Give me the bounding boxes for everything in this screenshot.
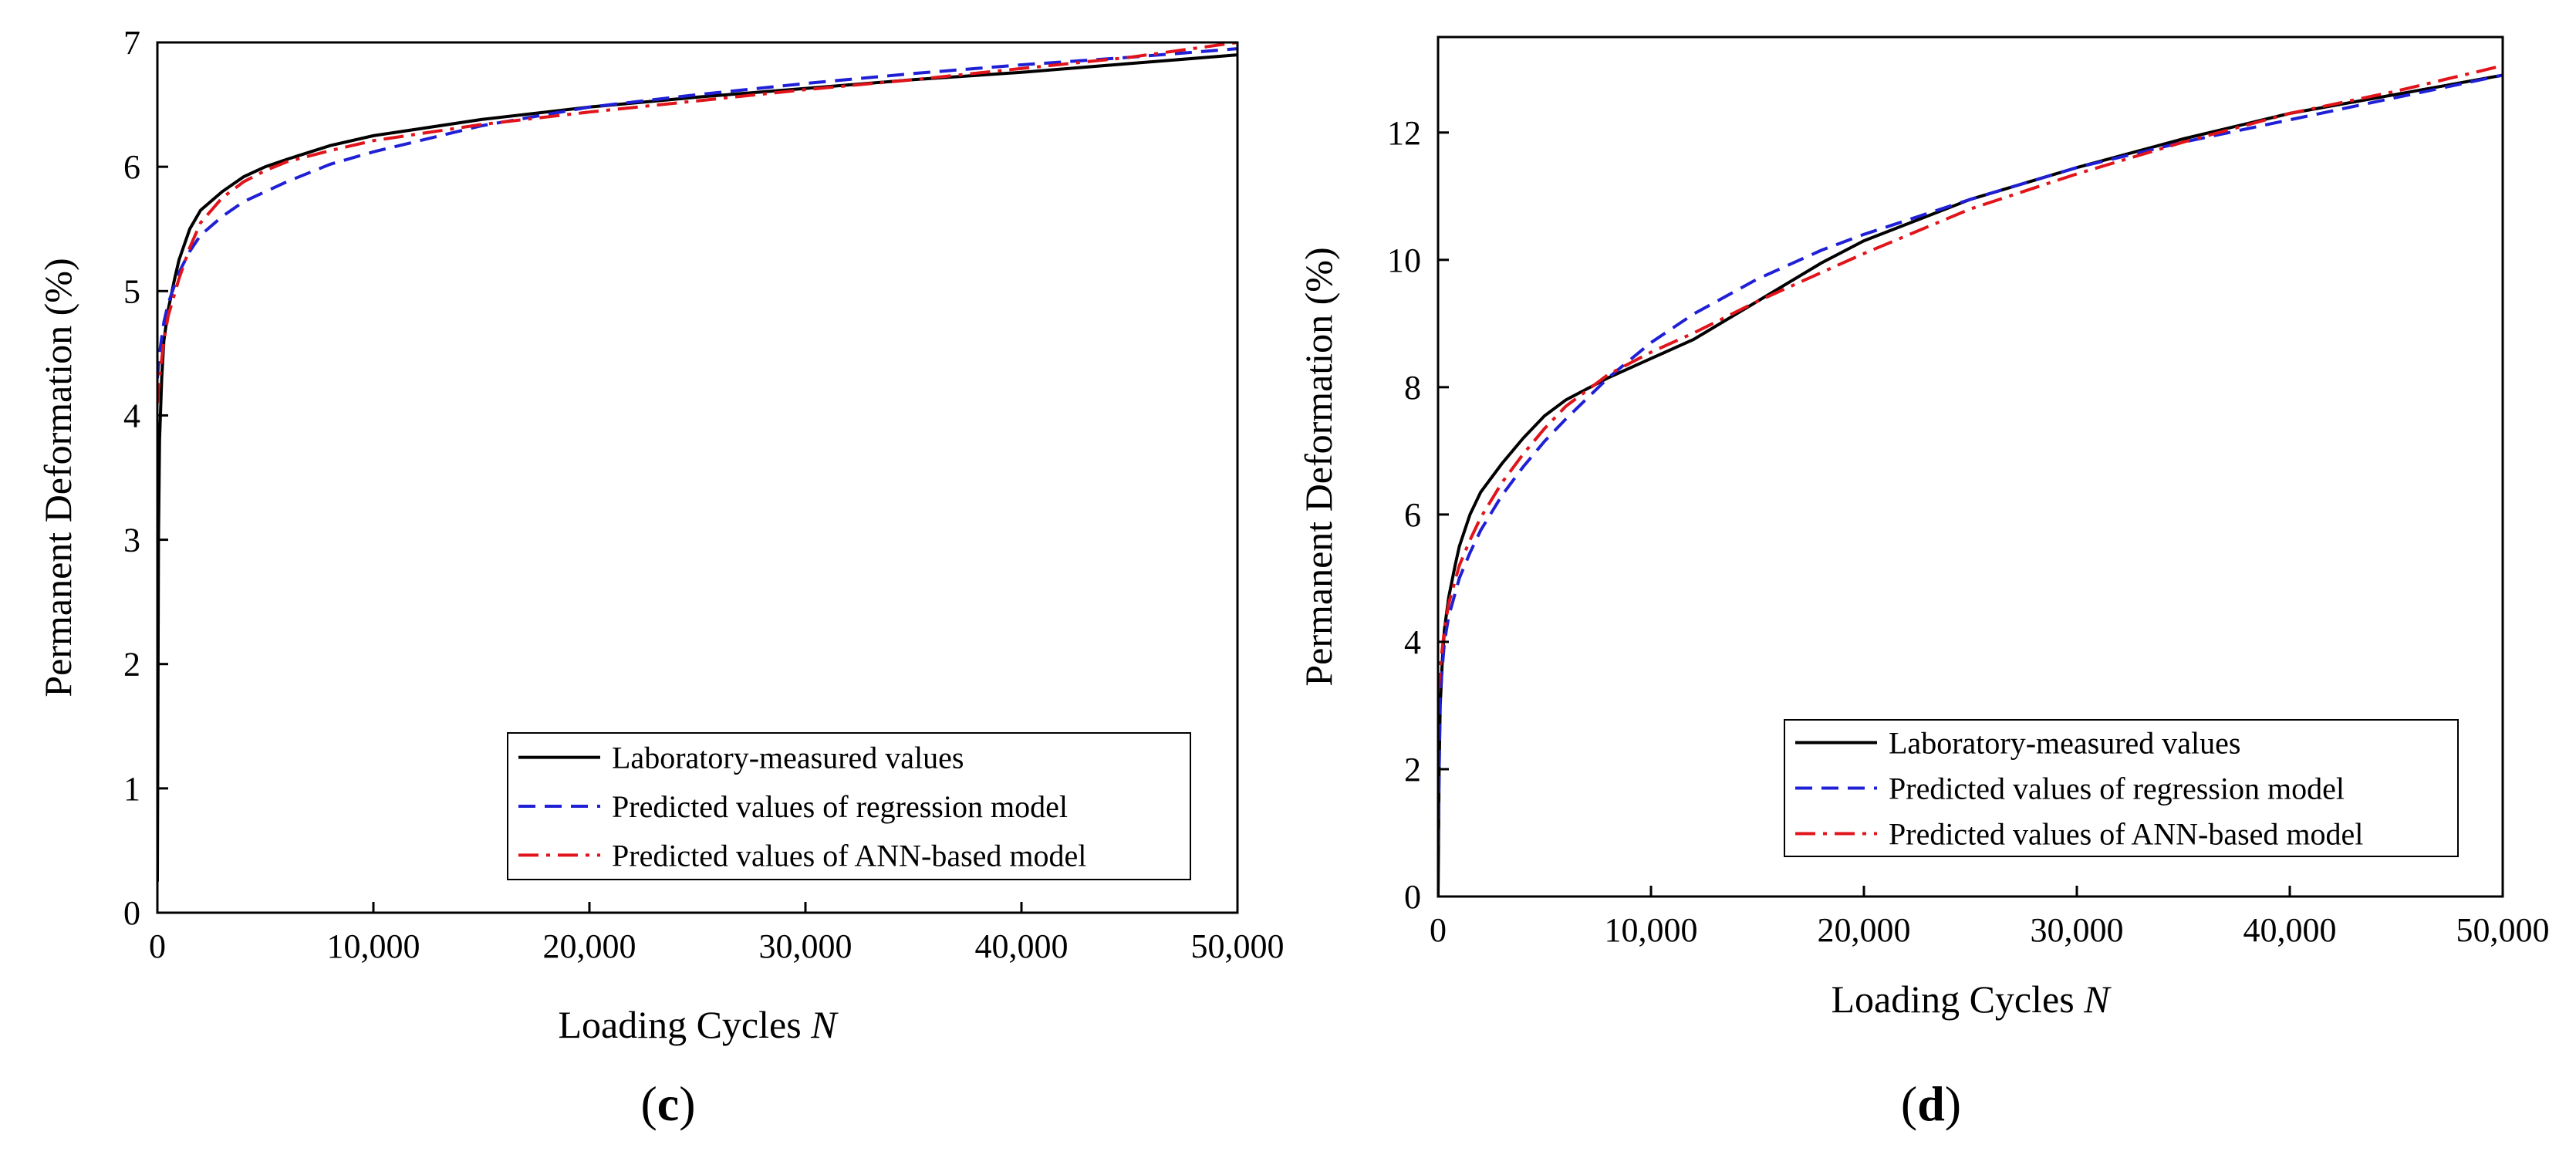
legend-label: Laboratory-measured values xyxy=(1889,726,2240,761)
legend: Laboratory-measured values Predicted valu… xyxy=(1784,719,2459,857)
y-tick-label: 7 xyxy=(123,24,140,62)
plot-frame xyxy=(1437,35,2504,898)
y-tick-label: 10 xyxy=(1387,241,1421,279)
y-axis-title: Permanent Deformation (%) xyxy=(36,258,79,697)
series-line-dashdot xyxy=(157,42,1237,404)
y-tick-label: 0 xyxy=(1404,878,1421,916)
y-tick-label: 6 xyxy=(123,148,140,186)
x-tick-label: 20,000 xyxy=(543,927,636,965)
y-tick-label: 4 xyxy=(123,397,140,434)
panel-label: (c) xyxy=(640,1076,695,1131)
legend-label: Predicted values of regression model xyxy=(612,789,1068,824)
y-tick-label: 3 xyxy=(123,522,140,559)
y-axis-title: Permanent Deformation (%) xyxy=(1297,247,1340,686)
y-tick-label: 2 xyxy=(123,646,140,684)
chart-c: 0 10,000 20,000 30,000 40,000 50,000 0 1 2 3 4 5 6 7 L… xyxy=(36,24,1285,1131)
legend: Laboratory-measured values Predicted valu… xyxy=(507,732,1191,880)
x-tick-label: 40,000 xyxy=(2243,911,2337,949)
x-tick-label: 0 xyxy=(1430,911,1447,949)
legend-box xyxy=(507,732,1191,880)
panel-label: (d) xyxy=(1901,1076,1961,1131)
y-tick-label: 5 xyxy=(123,272,140,310)
legend-label: Laboratory-measured values xyxy=(612,741,964,775)
y-tick-label: 8 xyxy=(1404,369,1421,407)
y-tick-label: 1 xyxy=(123,770,140,808)
series-line-dashed xyxy=(1438,73,2503,846)
x-tick-label: 0 xyxy=(149,927,166,965)
x-tick-label: 30,000 xyxy=(759,927,852,965)
x-axis-title: Loading Cycles N xyxy=(558,1003,839,1046)
x-tick-label: 10,000 xyxy=(327,927,420,965)
legend-label: Predicted values of ANN-based model xyxy=(612,838,1086,873)
chart-d: 0 10,000 20,000 30,000 40,000 50,000 0 2 4 6 8 10 12… xyxy=(1297,35,2550,1131)
legend-box xyxy=(1784,719,2459,857)
series-line-dashed xyxy=(157,47,1237,379)
legend-label: Predicted values of regression model xyxy=(1889,772,2345,806)
x-tick-label: 10,000 xyxy=(1605,911,1698,949)
series-line-dashdot xyxy=(1438,64,2503,694)
legend-label: Predicted values of ANN-based model xyxy=(1889,817,2363,852)
y-tick-label: 12 xyxy=(1387,114,1421,152)
y-tick-label: 4 xyxy=(1404,623,1421,661)
y-tick-label: 0 xyxy=(123,894,140,932)
y-tick-label: 6 xyxy=(1404,496,1421,534)
x-tick-label: 30,000 xyxy=(2031,911,2124,949)
x-tick-label: 50,000 xyxy=(1191,927,1285,965)
x-tick-label: 40,000 xyxy=(975,927,1069,965)
y-tick-label: 2 xyxy=(1404,751,1421,788)
x-tick-label: 50,000 xyxy=(2456,911,2550,949)
plot-frame xyxy=(156,41,1239,914)
x-tick-label: 20,000 xyxy=(1818,911,1911,949)
x-axis-title: Loading Cycles N xyxy=(1831,978,2112,1021)
